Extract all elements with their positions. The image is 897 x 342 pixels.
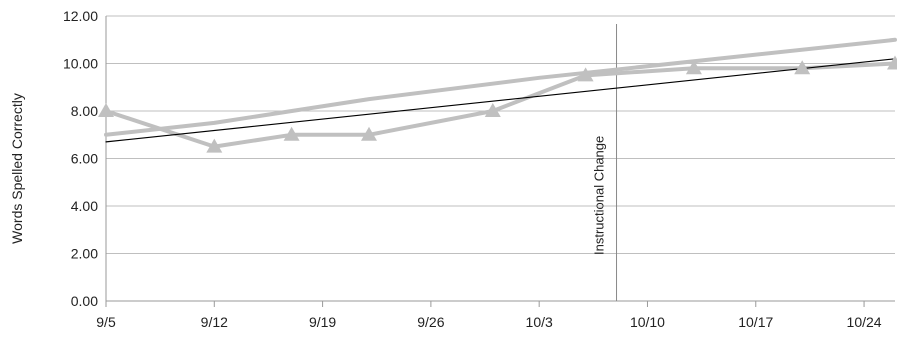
x-tick-label: 9/19 xyxy=(309,314,336,330)
data-point-triangle xyxy=(577,67,594,82)
data-point-triangle xyxy=(283,126,300,141)
data-point-triangle xyxy=(887,55,897,70)
y-tick-label: 10.00 xyxy=(63,56,98,72)
y-tick-label: 4.00 xyxy=(71,198,98,214)
x-tick-label: 10/3 xyxy=(526,314,553,330)
x-tick-labels: 9/5 9/12 9/19 9/26 10/3 10/10 10/17 10/24 xyxy=(96,314,882,330)
y-axis-label: Words Spelled Correctly xyxy=(9,93,25,244)
x-tick-label: 9/5 xyxy=(96,314,116,330)
phase-change: Instructional Change xyxy=(592,24,618,301)
y-tick-label: 0.00 xyxy=(71,293,98,309)
y-tick-labels: 0.00 2.00 4.00 6.00 8.00 10.00 12.00 xyxy=(63,8,98,309)
data-point-triangle xyxy=(685,60,702,75)
data-point-triangle xyxy=(206,138,223,153)
y-tick-label: 12.00 xyxy=(63,8,98,24)
x-tick-label: 9/26 xyxy=(417,314,444,330)
y-tick-label: 8.00 xyxy=(71,103,98,119)
data-point-triangle xyxy=(98,103,114,117)
phase-change-label: Instructional Change xyxy=(592,136,607,255)
y-tick-label: 2.00 xyxy=(71,246,98,262)
x-tick-label: 10/17 xyxy=(738,314,773,330)
grid-lines xyxy=(106,15,895,254)
data-point-triangle xyxy=(361,126,377,141)
axes xyxy=(105,16,895,307)
series-lines xyxy=(104,37,897,149)
data-point-triangle xyxy=(794,60,811,75)
trend-line xyxy=(105,58,896,143)
x-tick-label: 9/12 xyxy=(201,314,228,330)
data-point-triangle xyxy=(484,103,501,117)
goal-line xyxy=(104,37,897,137)
y-tick-label: 6.00 xyxy=(71,151,98,167)
data-line xyxy=(104,61,897,149)
x-tick-label: 10/10 xyxy=(630,314,665,330)
x-tick-label: 10/24 xyxy=(847,314,882,330)
data-markers xyxy=(98,55,897,153)
